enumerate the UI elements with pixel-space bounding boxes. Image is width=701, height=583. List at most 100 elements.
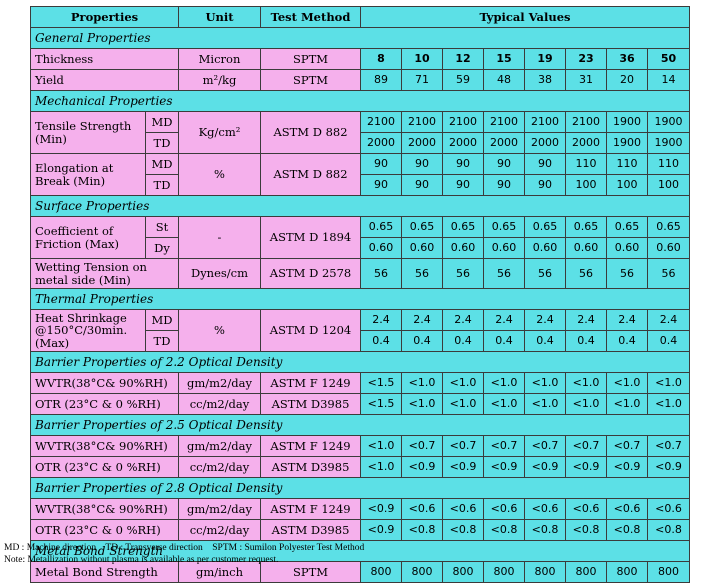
method-cell: ASTM F 1249 — [260, 498, 361, 520]
value-cell: 800 — [565, 561, 607, 583]
section-row: Barrier Properties of 2.2 Optical Densit… — [30, 351, 690, 373]
value-cell: 800 — [483, 561, 525, 583]
value-cell: 2100 — [483, 111, 525, 133]
direction-label: MD — [145, 309, 179, 331]
value-cell: <0.7 — [606, 435, 648, 457]
direction-label: TD — [145, 132, 179, 154]
method-cell: SPTM — [260, 69, 361, 91]
value-cell: 0.4 — [524, 330, 566, 352]
method-cell: ASTM D 882 — [260, 153, 361, 196]
value-cell: 2.4 — [565, 309, 607, 331]
value-cell: 1900 — [606, 111, 648, 133]
row-label: WVTR(38°C& 90%RH) — [30, 498, 179, 520]
value-cell: <0.6 — [524, 498, 566, 520]
value-cell: 2.4 — [647, 309, 690, 331]
metallization-note: Note: Metallization without plasma is av… — [4, 555, 279, 565]
section-row: Metal Bond Strength — [30, 540, 690, 562]
unit-cell: % — [178, 153, 261, 196]
value-cell: 0.60 — [565, 237, 607, 259]
value-cell: 14 — [647, 69, 690, 91]
unit-cell: Micron — [178, 48, 261, 70]
method-cell: ASTM D 882 — [260, 111, 361, 154]
value-cell: 2.4 — [442, 309, 484, 331]
value-cell: 0.4 — [647, 330, 690, 352]
value-cell: 100 — [647, 174, 690, 196]
value-cell: 19 — [524, 48, 566, 70]
row-label: OTR (23°C & 0 %RH) — [30, 393, 179, 415]
unit-cell: - — [178, 216, 261, 259]
row-label: Tensile Strength (Min) — [30, 111, 146, 154]
properties-table: Properties Unit Test Method Typical Valu… — [30, 6, 690, 583]
value-cell: 800 — [524, 561, 566, 583]
value-cell: 71 — [401, 69, 443, 91]
header-typical-values: Typical Values — [360, 6, 690, 28]
b22-wvtr-row: WVTR(38°C& 90%RH) gm/m2/day ASTM F 1249 … — [30, 372, 690, 394]
value-cell: <1.0 — [442, 372, 484, 394]
value-cell: 56 — [483, 258, 525, 289]
section-row: General Properties — [30, 27, 690, 49]
value-cell: <0.7 — [483, 435, 525, 457]
method-cell: ASTM D3985 — [260, 393, 361, 415]
value-cell: 800 — [647, 561, 690, 583]
section-barrier-2-5: Barrier Properties of 2.5 Optical Densit… — [30, 414, 690, 436]
value-cell: <1.0 — [401, 372, 443, 394]
method-cell: SPTM — [260, 48, 361, 70]
value-cell: <0.8 — [401, 519, 443, 541]
value-cell: 0.60 — [360, 237, 402, 259]
direction-label: St — [145, 216, 179, 238]
unit-cell: Dynes/cm — [178, 258, 261, 289]
value-cell: <1.0 — [606, 393, 648, 415]
value-cell: <0.9 — [360, 498, 402, 520]
value-cell: <0.9 — [401, 456, 443, 478]
value-cell: 2000 — [483, 132, 525, 154]
value-cell: 56 — [401, 258, 443, 289]
value-cell: 23 — [565, 48, 607, 70]
value-cell: <0.8 — [483, 519, 525, 541]
row-label: OTR (23°C & 0 %RH) — [30, 519, 179, 541]
value-cell: <1.0 — [647, 393, 690, 415]
value-cell: <0.7 — [565, 435, 607, 457]
value-cell: 0.65 — [483, 216, 525, 238]
value-cell: <0.9 — [647, 456, 690, 478]
section-general: General Properties — [30, 27, 690, 49]
value-cell: <0.7 — [647, 435, 690, 457]
value-cell: 0.4 — [483, 330, 525, 352]
value-cell: 800 — [401, 561, 443, 583]
value-cell: 800 — [606, 561, 648, 583]
value-cell: 110 — [565, 153, 607, 175]
section-row: Surface Properties — [30, 195, 690, 217]
value-cell: 2.4 — [524, 309, 566, 331]
value-cell: <0.6 — [442, 498, 484, 520]
unit-cell: cc/m2/day — [178, 393, 261, 415]
section-barrier-2-2: Barrier Properties of 2.2 Optical Densit… — [30, 351, 690, 373]
value-cell: 2100 — [401, 111, 443, 133]
value-cell: 48 — [483, 69, 525, 91]
value-cell: <1.0 — [483, 393, 525, 415]
section-row: Mechanical Properties — [30, 90, 690, 112]
value-cell: 0.65 — [401, 216, 443, 238]
value-cell: 90 — [442, 153, 484, 175]
value-cell: 90 — [360, 174, 402, 196]
value-cell: 110 — [647, 153, 690, 175]
header-row: Properties Unit Test Method Typical Valu… — [30, 6, 690, 28]
value-cell: <0.8 — [442, 519, 484, 541]
value-cell: <0.9 — [483, 456, 525, 478]
value-cell: 2100 — [524, 111, 566, 133]
row-label: Coefficient of Friction (Max) — [30, 216, 146, 259]
row-label: Wetting Tension on metal side (Min) — [30, 258, 179, 289]
value-cell: 0.60 — [401, 237, 443, 259]
value-cell: 0.65 — [442, 216, 484, 238]
value-cell: 2.4 — [606, 309, 648, 331]
unit-cell: gm/m2/day — [178, 372, 261, 394]
wetting-row: Wetting Tension on metal side (Min) Dyne… — [30, 258, 690, 289]
direction-label: MD — [145, 153, 179, 175]
section-barrier-2-8: Barrier Properties of 2.8 Optical Densit… — [30, 477, 690, 499]
value-cell: <0.9 — [565, 456, 607, 478]
value-cell: 0.60 — [647, 237, 690, 259]
value-cell: 100 — [606, 174, 648, 196]
value-cell: <0.6 — [483, 498, 525, 520]
unit-cell: Kg/cm² — [178, 111, 261, 154]
value-cell: 0.4 — [442, 330, 484, 352]
value-cell: 15 — [483, 48, 525, 70]
value-cell: 56 — [524, 258, 566, 289]
